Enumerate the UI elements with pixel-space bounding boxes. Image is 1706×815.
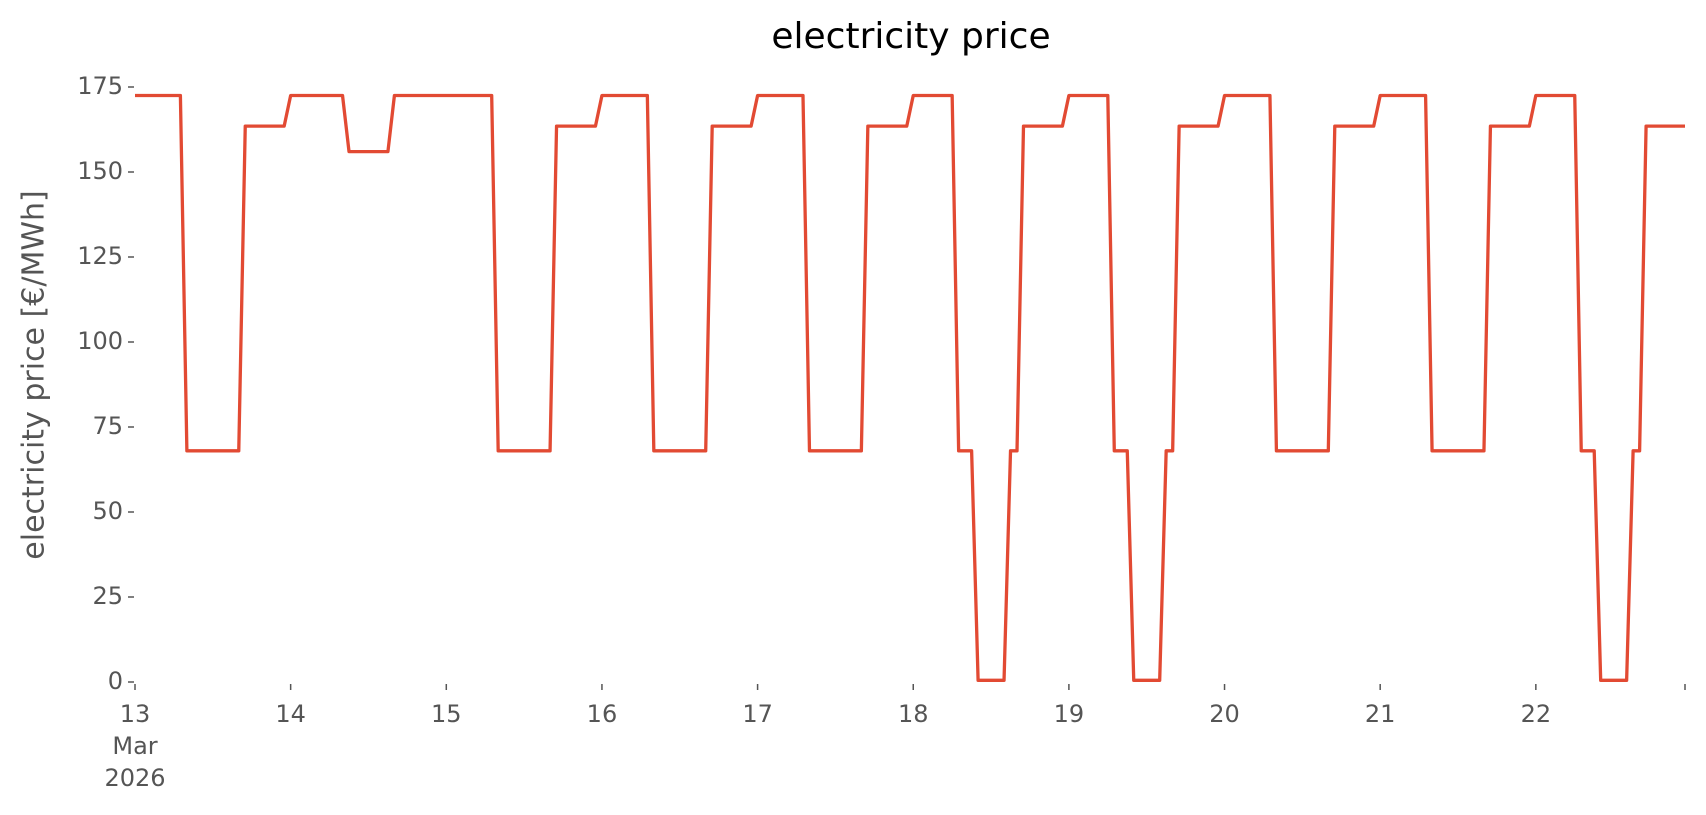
x-tick-label: 18 bbox=[898, 700, 929, 728]
x-tick-label: 16 bbox=[587, 700, 618, 728]
y-tick-label: 150 bbox=[77, 157, 123, 185]
y-tick-label: 50 bbox=[92, 497, 123, 525]
y-tick-label: 100 bbox=[77, 327, 123, 355]
chart-title: electricity price bbox=[771, 16, 1050, 57]
x-tick-label: 19 bbox=[1054, 700, 1085, 728]
x-tick-label: 21 bbox=[1365, 700, 1396, 728]
x-tick-label: 22 bbox=[1521, 700, 1552, 728]
x-tick-label: 15 bbox=[431, 700, 462, 728]
x-tick-label: 13 Mar 2026 bbox=[104, 700, 165, 792]
y-axis-label: electricity price [€/MWh] bbox=[17, 190, 52, 559]
y-tick-label: 125 bbox=[77, 242, 123, 270]
x-tick-label: 17 bbox=[742, 700, 773, 728]
x-tick-label: 14 bbox=[275, 700, 306, 728]
x-tick-label: 20 bbox=[1209, 700, 1240, 728]
y-tick-label: 175 bbox=[77, 72, 123, 100]
y-tick-label: 0 bbox=[108, 667, 123, 695]
y-tick-label: 25 bbox=[92, 582, 123, 610]
price-line bbox=[135, 93, 1685, 682]
y-tick-label: 75 bbox=[92, 412, 123, 440]
